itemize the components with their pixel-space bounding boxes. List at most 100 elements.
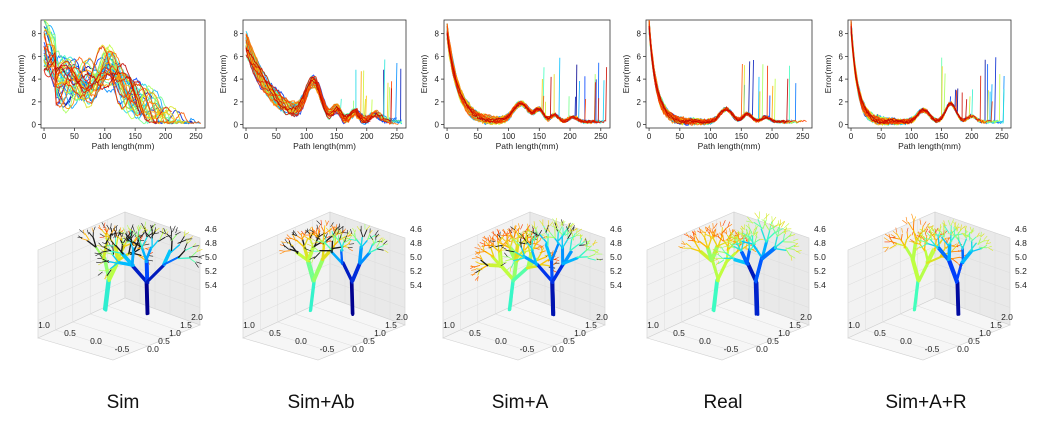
right-tree-branch <box>150 224 153 231</box>
right-tree-branch <box>515 239 521 242</box>
x-tick-label: 100 <box>502 132 516 141</box>
left-tree-branch <box>301 230 305 236</box>
grid-line <box>716 305 792 333</box>
right-tree-branch <box>954 226 958 232</box>
left-tree-branch <box>105 233 112 244</box>
right-tree-branch <box>556 228 564 236</box>
y-tick-label: 0.5 <box>363 336 375 346</box>
right-tree-branch <box>342 261 354 283</box>
left-tree-branch <box>144 247 150 249</box>
right-tree-branch <box>523 230 530 235</box>
floor-pane <box>242 297 406 361</box>
left-tree-branch <box>311 226 315 232</box>
left-tree-branch <box>483 235 488 242</box>
left-tree-branch <box>526 224 531 230</box>
left-tree-branch <box>903 238 908 249</box>
left-tree-branch <box>513 229 516 238</box>
series-line-31 <box>648 23 769 125</box>
right-tree-branch <box>196 244 201 252</box>
right-tree-branch <box>368 248 379 254</box>
right-tree-branch <box>920 234 926 238</box>
left-tree-branch <box>551 250 554 256</box>
left-tree-branch <box>485 251 495 258</box>
left-tree-branch <box>916 235 922 238</box>
y-tick-label: 1.0 <box>778 328 790 338</box>
left-tree-branch <box>492 230 495 236</box>
left-tree-branch <box>92 237 97 248</box>
right-tree-branch <box>929 239 939 250</box>
right-tree-branch <box>513 241 519 243</box>
right-tree-branch <box>141 235 149 248</box>
right-tree-branch <box>779 220 785 226</box>
right-tree-branch <box>118 230 125 235</box>
left-tree-branch <box>483 240 486 245</box>
right-tree-branch <box>188 257 196 263</box>
right-tree-branch <box>771 216 777 223</box>
left-tree-branch <box>317 233 321 240</box>
x-axis-label: Path length(mm) <box>293 141 356 151</box>
right-tree-branch <box>747 216 753 224</box>
right-tree-branch <box>574 232 580 237</box>
y-tick-label: 0.5 <box>968 336 980 346</box>
right-tree-branch <box>953 226 956 237</box>
left-tree-branch <box>295 239 306 248</box>
right-tree-branch <box>735 232 738 238</box>
right-tree-branch <box>107 235 110 241</box>
left-tree-branch <box>490 247 495 258</box>
right-tree-branch <box>187 236 193 241</box>
right-tree-branch <box>146 262 166 283</box>
right-tree-branch <box>748 230 751 235</box>
grid-line <box>646 263 735 304</box>
series-line-32 <box>43 32 141 110</box>
right-tree-branch <box>773 247 787 251</box>
right-tree-branch <box>739 240 754 245</box>
left-tree-branch <box>93 226 96 232</box>
left-tree-branch <box>304 235 311 241</box>
right-tree-branch <box>947 243 950 262</box>
y-axis-label: Error(mm) <box>419 54 429 93</box>
right-tree-branch <box>546 225 550 233</box>
y-tick-label: 1.0 <box>169 328 181 338</box>
left-tree-branch <box>912 228 917 243</box>
y-tick-label: 2.0 <box>800 312 812 322</box>
right-tree-branch <box>785 248 791 256</box>
left-tree-branch <box>715 261 727 282</box>
grid-line <box>329 280 406 308</box>
right-tree-branch <box>552 222 556 230</box>
left-tree-branch <box>699 240 709 249</box>
right-tree-branch <box>568 222 574 228</box>
right-tree-branch <box>304 248 312 252</box>
right-tree-branch <box>541 237 549 240</box>
right-tree-branch <box>360 236 363 249</box>
right-tree-branch <box>133 239 140 251</box>
x-tick-label: 0.0 <box>699 336 711 346</box>
z-tick-label: 5.2 <box>205 266 217 276</box>
left-tree-branch <box>110 232 112 240</box>
left-tree-branch <box>518 223 521 229</box>
left-tree-branch <box>501 229 507 234</box>
right-tree-branch <box>787 244 796 249</box>
x-tick-label: 50 <box>272 132 281 141</box>
right-tree-branch <box>573 225 575 231</box>
right-tree-branch <box>978 246 988 249</box>
left-tree-branch <box>539 263 550 267</box>
left-tree-branch <box>705 227 710 231</box>
plot-frame <box>847 19 1012 129</box>
x-tick-label: 1.0 <box>243 320 255 330</box>
right-tree-branch <box>789 234 796 237</box>
right-tree-branch <box>793 242 799 247</box>
right-tree-branch <box>595 257 602 261</box>
left-tree-branch <box>726 224 733 228</box>
grid-line <box>934 246 1011 274</box>
left-tree-branch <box>491 235 494 240</box>
right-tree-branch <box>336 228 340 234</box>
right-tree-branch <box>962 249 974 263</box>
x-tick-label: 100 <box>905 132 919 141</box>
right-tree-branch <box>151 230 156 238</box>
right-tree-branch <box>545 242 553 260</box>
right-tree-branch <box>790 255 793 261</box>
grid-line <box>681 321 757 347</box>
left-tree-branch <box>678 246 684 249</box>
series-line-31 <box>245 39 372 123</box>
right-tree-branch <box>587 257 596 261</box>
